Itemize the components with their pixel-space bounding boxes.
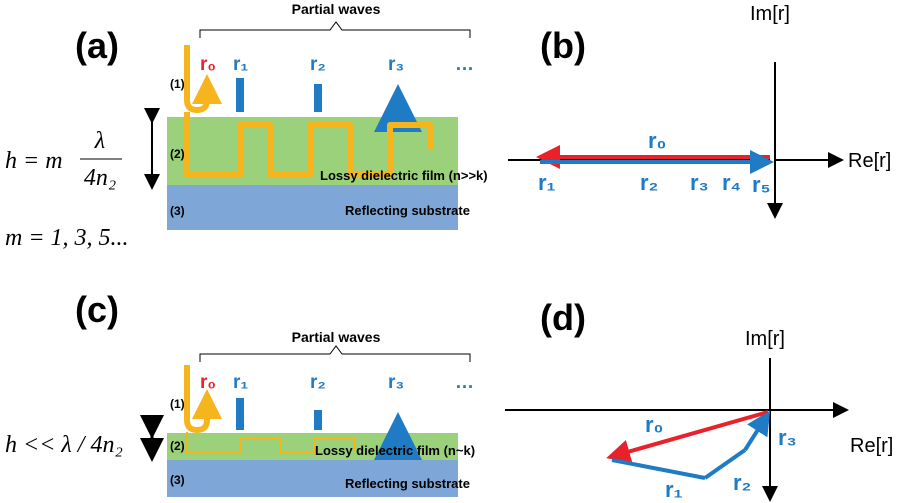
- ray-label: …: [455, 372, 474, 393]
- ray-label: r₁: [233, 54, 248, 75]
- partial-vectors: [612, 414, 768, 478]
- partial-label: r₃: [690, 170, 709, 195]
- partial-label: r₁: [665, 477, 683, 502]
- formula: h = m: [5, 148, 63, 174]
- ray-arrows: [240, 78, 398, 112]
- layer-label: (2): [170, 439, 185, 453]
- r0-label: r₀: [645, 412, 663, 437]
- panel-label: (a): [75, 25, 119, 66]
- ray-label: r₀: [200, 54, 216, 75]
- partial-label: r₅: [752, 172, 771, 197]
- axis-label: Im[r]: [745, 328, 785, 350]
- panel-b: (b) Im[r] Re[r] r₀ r₁ r₂ r₃ r₄ r₅: [508, 3, 891, 215]
- ray-label: r₃: [388, 372, 404, 393]
- formula: m = 1, 3, 5...: [5, 225, 129, 251]
- formula: 4n₂: [84, 165, 116, 191]
- partial-label: r₂: [733, 470, 751, 495]
- partial-waves: Partial waves: [292, 329, 381, 345]
- ray-label: r₂: [310, 372, 326, 393]
- axis-label: Re[r]: [850, 435, 893, 457]
- partial-label: r₄: [722, 170, 741, 195]
- film-label: Lossy dielectric film (n>>k): [320, 168, 488, 183]
- panel-c: (c) Partial waves r₀ r₁ r₂ r₃ … (1) (2) …: [5, 289, 475, 497]
- figure: (a) Partial waves r₀ r₁ r₂ r₃ … (1) (2) …: [0, 0, 912, 503]
- partial-label: r₁: [538, 170, 556, 195]
- ray-label: r₀: [200, 372, 216, 393]
- panel-d: (d) Im[r] Re[r] r₀ r₁ r₂ r₃: [505, 297, 893, 502]
- bracket: [200, 346, 470, 362]
- r0-label: r₀: [648, 128, 666, 153]
- layer-label: (1): [170, 397, 185, 411]
- panel-label: (b): [540, 25, 586, 66]
- formula: λ: [94, 128, 105, 154]
- layer-label: (3): [170, 473, 185, 487]
- layer-label: (3): [170, 204, 185, 218]
- partial-waves: Partial waves: [292, 1, 381, 17]
- axis-label: Im[r]: [750, 3, 790, 25]
- panel-label: (c): [75, 289, 119, 330]
- formula: h << λ / 4n₂: [5, 432, 123, 458]
- ray-label: r₁: [233, 372, 248, 393]
- panel-a: (a) Partial waves r₀ r₁ r₂ r₃ … (1) (2) …: [5, 1, 488, 251]
- bracket: [200, 22, 470, 38]
- ray-label: r₃: [388, 54, 404, 75]
- ray-label: …: [455, 54, 474, 75]
- film-label: Lossy dielectric film (n~k): [315, 443, 475, 458]
- substrate-label: Reflecting substrate: [345, 203, 470, 218]
- ray-label: r₂: [310, 54, 326, 75]
- layer-label: (1): [170, 77, 185, 91]
- substrate-label: Reflecting substrate: [345, 476, 470, 491]
- ray-arrows: [240, 398, 398, 430]
- panel-label: (d): [540, 297, 586, 338]
- partial-label: r₂: [640, 170, 658, 195]
- layer-label: (2): [170, 147, 185, 161]
- partial-label: r₃: [778, 425, 797, 450]
- page: (a) Partial waves r₀ r₁ r₂ r₃ … (1) (2) …: [0, 0, 912, 503]
- axis-label: Re[r]: [848, 150, 891, 172]
